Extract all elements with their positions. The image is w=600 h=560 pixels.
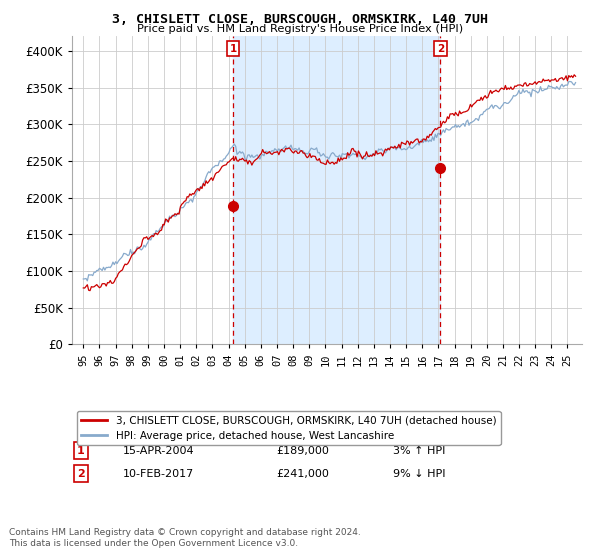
Legend: 3, CHISLETT CLOSE, BURSCOUGH, ORMSKIRK, L40 7UH (detached house), HPI: Average p: 3, CHISLETT CLOSE, BURSCOUGH, ORMSKIRK, … [77, 411, 500, 445]
Text: 9% ↓ HPI: 9% ↓ HPI [394, 469, 446, 479]
Text: 3, CHISLETT CLOSE, BURSCOUGH, ORMSKIRK, L40 7UH: 3, CHISLETT CLOSE, BURSCOUGH, ORMSKIRK, … [112, 13, 488, 26]
Text: 1: 1 [230, 44, 237, 54]
Text: 1: 1 [77, 446, 85, 456]
Text: 2: 2 [437, 44, 444, 54]
Text: 15-APR-2004: 15-APR-2004 [123, 446, 194, 456]
Text: £189,000: £189,000 [276, 446, 329, 456]
Text: Price paid vs. HM Land Registry's House Price Index (HPI): Price paid vs. HM Land Registry's House … [137, 24, 463, 34]
Text: 10-FEB-2017: 10-FEB-2017 [123, 469, 194, 479]
Text: 3% ↑ HPI: 3% ↑ HPI [394, 446, 446, 456]
Text: £241,000: £241,000 [276, 469, 329, 479]
Bar [233, 36, 440, 344]
Text: Contains HM Land Registry data © Crown copyright and database right 2024.
This d: Contains HM Land Registry data © Crown c… [9, 528, 361, 548]
Text: 2: 2 [77, 469, 85, 479]
